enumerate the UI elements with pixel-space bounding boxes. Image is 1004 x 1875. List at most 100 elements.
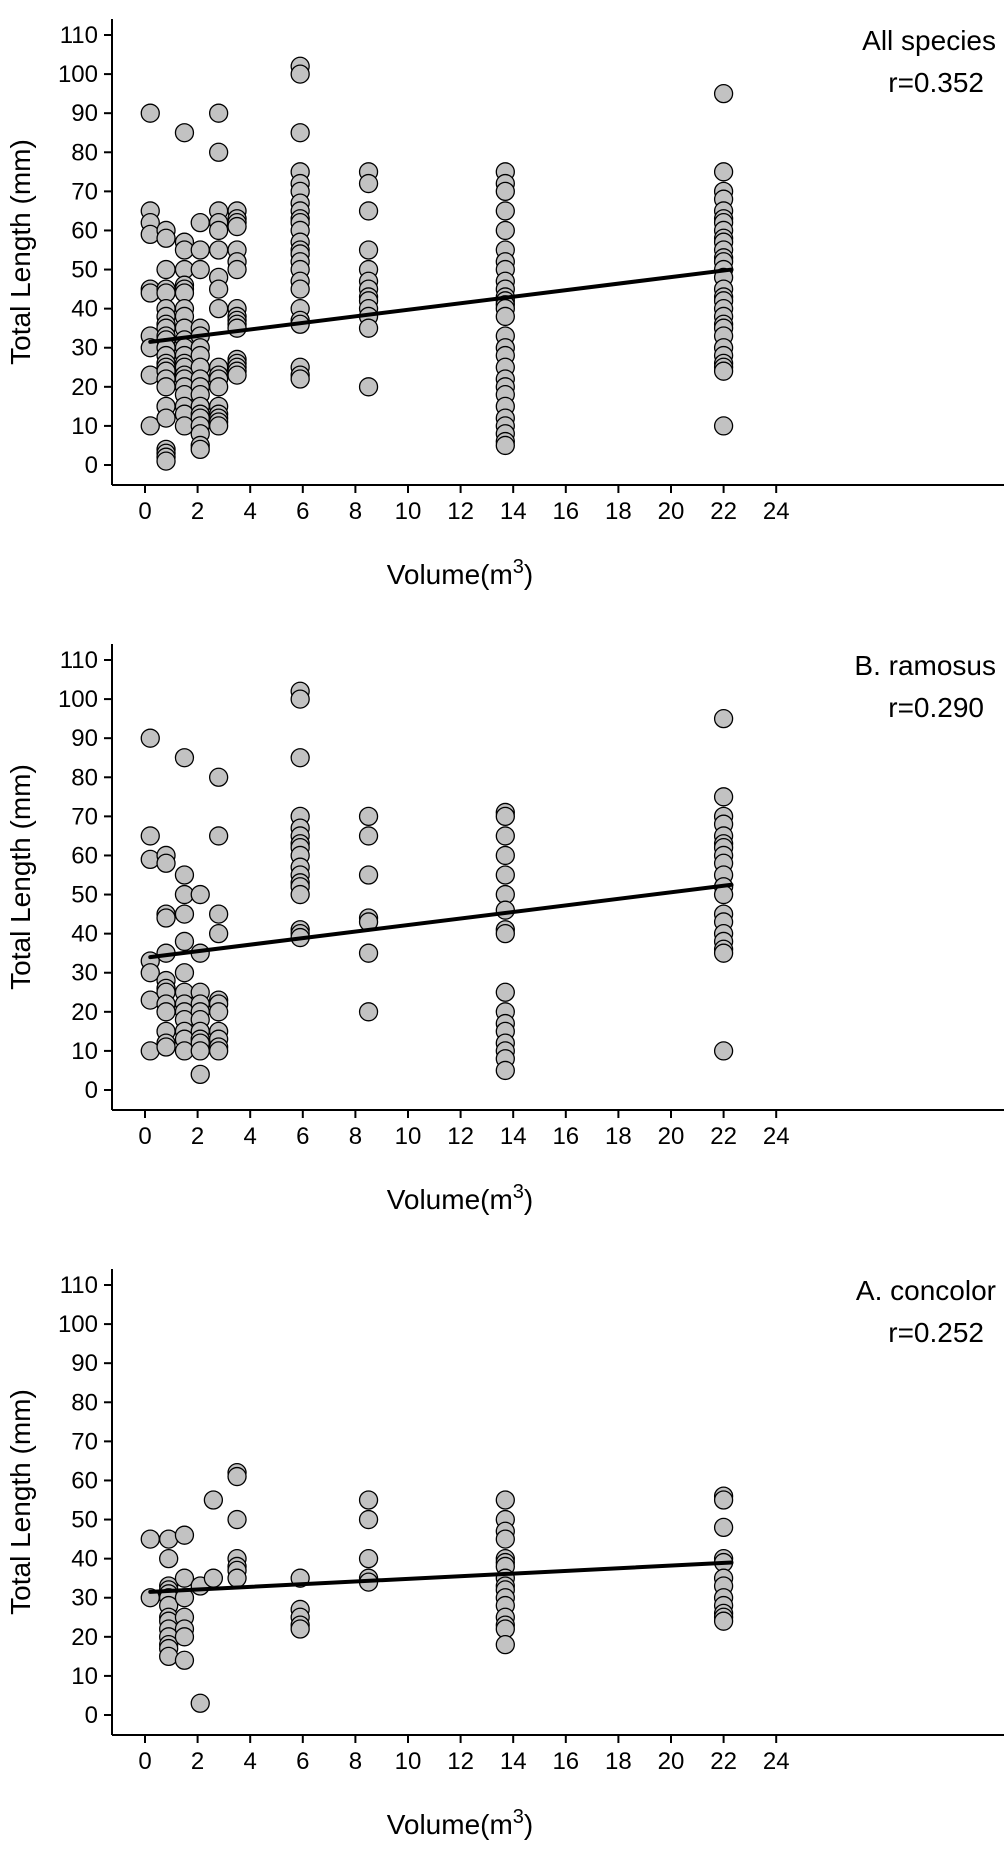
x-axis-title-prefix: Volume(m [387,1184,513,1215]
data-point [495,201,515,221]
data-point [227,318,247,338]
data-point [190,259,210,280]
data-point [208,1041,229,1061]
x-tick-label: 18 [605,1123,632,1150]
x-tick-label: 6 [296,1748,309,1775]
data-point [358,201,379,221]
x-tick-label: 12 [447,1748,474,1775]
data-point [495,1490,515,1510]
data-point [495,845,515,866]
data-point [174,963,195,983]
data-point [290,279,310,299]
y-axis-title: Total Length (mm) [5,764,36,990]
x-tick-label: 20 [658,1748,685,1775]
x-tick-label: 12 [447,1123,474,1150]
y-tick-label: 100 [58,1311,98,1338]
x-tick-label: 4 [244,1748,257,1775]
data-point [208,1002,229,1022]
y-tick-label: 10 [71,413,98,440]
data-point [713,708,734,729]
y-tick-label: 70 [71,803,98,830]
y-tick-label: 70 [71,1428,98,1455]
data-point [358,943,379,963]
data-point [358,173,379,194]
x-tick-label: 14 [500,1748,527,1775]
data-point [290,748,310,768]
data-point [358,826,379,846]
data-point [713,1490,734,1510]
data-point [208,826,229,846]
data-point [495,306,515,327]
x-axis-title-superscript: 3 [513,1181,524,1203]
data-point [174,904,195,924]
x-axis-title: Volume(m3) [387,556,534,590]
x-tick-label: 10 [395,498,422,525]
data-point [713,361,734,381]
y-tick-label: 30 [71,335,98,362]
data-point [358,1509,379,1530]
x-tick-label: 20 [658,1123,685,1150]
data-point [495,181,515,202]
x-tick-label: 8 [349,1123,362,1150]
data-point [495,806,515,827]
x-tick-label: 6 [296,1123,309,1150]
y-axis-title: Total Length (mm) [5,139,36,365]
y-tick-label: 40 [71,921,98,948]
data-point [227,1466,247,1487]
y-tick-label: 30 [71,960,98,987]
x-tick-label: 6 [296,498,309,525]
data-point [227,216,247,237]
x-tick-label: 22 [710,498,737,525]
data-point [358,806,379,827]
x-tick-label: 24 [763,1123,790,1150]
data-point [174,1525,195,1545]
y-tick-label: 90 [71,100,98,127]
y-tick-label: 80 [71,139,98,166]
y-tick-label: 60 [71,1467,98,1494]
x-tick-label: 24 [763,498,790,525]
data-point [208,923,229,944]
y-tick-label: 20 [71,1624,98,1651]
x-tick-label: 0 [138,498,151,525]
data-point [227,259,247,280]
y-tick-label: 20 [71,374,98,401]
data-point [290,369,310,389]
x-tick-label: 12 [447,498,474,525]
data-point [159,1529,179,1549]
y-tick-label: 90 [71,725,98,752]
data-point [208,298,229,319]
x-axis-title-prefix: Volume(m [387,559,513,590]
x-tick-label: 18 [605,498,632,525]
data-point [156,408,176,428]
y-tick-label: 10 [71,1038,98,1065]
data-point [174,1650,195,1670]
y-tick-label: 60 [71,842,98,869]
data-point [358,1490,379,1510]
data-point [208,142,229,162]
scatter-panel-a-concolor: 0 10 20 30 40 50 60 70 80 90 100 110 0 2 4 6 8 10 12 14 16 18… [0,1250,1004,1875]
data-point [227,1568,247,1588]
data-point [140,963,160,983]
x-tick-label: 20 [658,498,685,525]
scatter-panel-b-ramosus: 0 10 20 30 40 50 60 70 80 90 100 110 0 2 4 6 8 10 12 14 16 18… [0,625,1004,1250]
data-point [156,908,176,928]
data-point [495,1060,515,1081]
data-point [713,83,734,104]
x-tick-label: 14 [500,498,527,525]
data-point [495,826,515,846]
data-point [174,1568,195,1588]
data-point [713,1041,734,1061]
data-point [713,1611,734,1631]
y-tick-label: 110 [60,1272,98,1299]
data-point [713,416,734,436]
y-tick-label: 90 [71,1350,98,1377]
correlation-label: r=0.352 [888,67,984,98]
x-tick-label: 24 [763,1748,790,1775]
data-point [190,1041,210,1061]
y-tick-label: 50 [71,257,98,284]
x-axis-title-suffix: ) [524,1184,533,1215]
data-point [190,240,210,260]
data-point [495,1634,515,1655]
